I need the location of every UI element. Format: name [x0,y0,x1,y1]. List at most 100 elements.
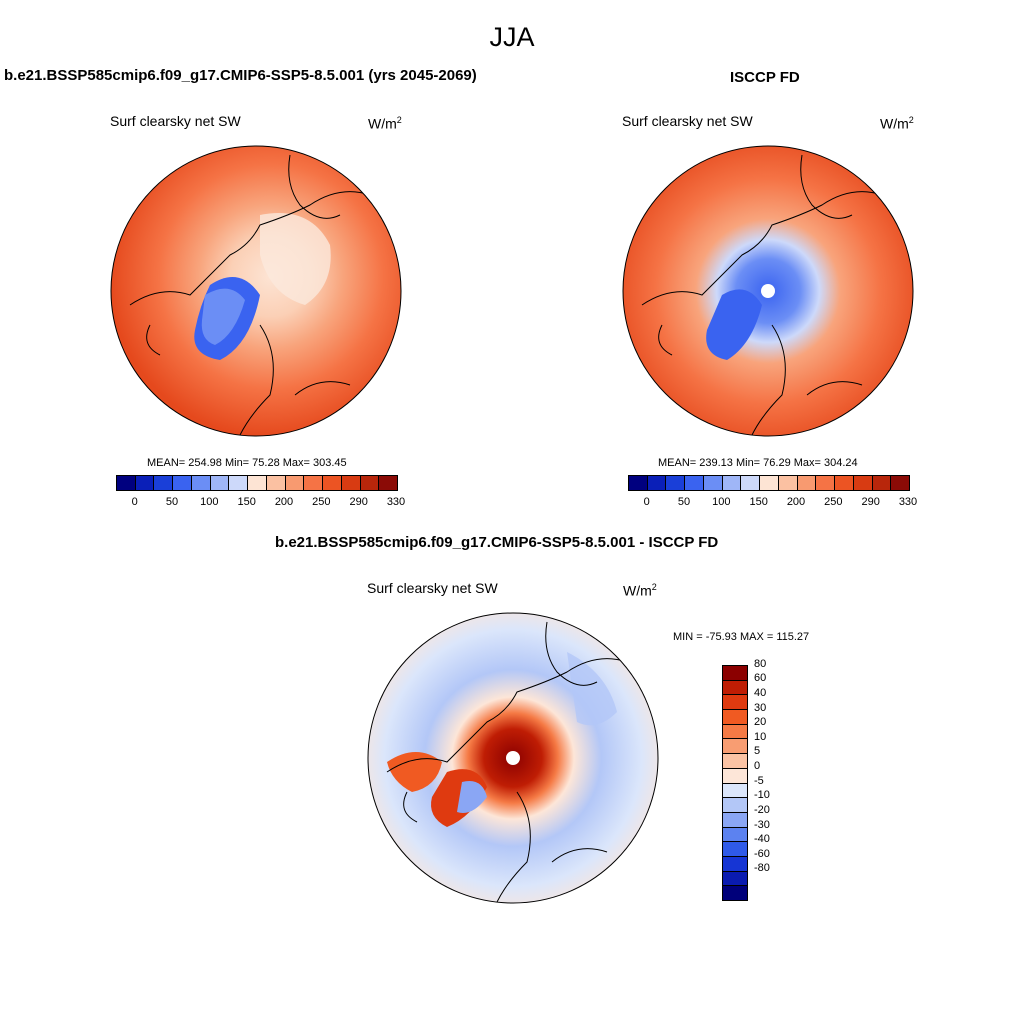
colorbar-swatch [778,476,798,490]
colorbar-tick-label: 150 [237,496,256,508]
colorbar-swatch [703,476,723,490]
colorbar-swatch [723,842,747,857]
diff-panel-title: b.e21.BSSP585cmip6.f09_g17.CMIP6-SSP5-8.… [275,534,719,551]
colorbar-swatch [853,476,873,490]
colorbar-tick-label: 40 [754,686,767,699]
colorbar-swatch [723,886,747,900]
colorbar-swatch [248,476,267,490]
pole-hole [761,284,775,298]
colorbar-swatch [323,476,342,490]
colorbar-swatch [723,783,747,799]
colorbar-tick-label: 0 [131,496,138,508]
colorbar-tick-label: 50 [677,496,691,508]
colorbar-tick-label: 200 [274,496,294,508]
diff-units-label: W/m2 [623,582,657,599]
colorbar-swatch [629,476,648,490]
colorbar-tick-label: 290 [861,496,880,508]
model-stats: MEAN= 254.98 Min= 75.28 Max= 303.45 [147,457,347,469]
colorbar-swatch [135,476,155,490]
colorbar-tick-label: 10 [754,730,767,743]
colorbar-tick-label: 100 [200,496,219,508]
obs-variable-label: Surf clearsky net SW [622,113,753,129]
colorbar-tick-label: -10 [754,789,770,802]
colorbar-swatch [117,476,136,490]
colorbar-tick-label: -20 [754,803,770,816]
colorbar-swatch [723,798,747,813]
colorbar-tick-label: 30 [754,701,767,714]
colorbar-swatch [797,476,817,490]
colorbar-swatch [891,476,910,490]
colorbar-tick-label: -30 [754,818,770,831]
colorbar-swatch [723,739,747,755]
colorbar-swatch [360,476,380,490]
colorbar-swatch [723,871,747,887]
colorbar-swatch [266,476,286,490]
colorbar-swatch [816,476,836,490]
colorbar-swatch [647,476,667,490]
colorbar-swatch [722,476,742,490]
colorbar-swatch [723,827,747,843]
model-colorbar [116,475,398,491]
model-panel-title: b.e21.BSSP585cmip6.f09_g17.CMIP6-SSP5-8.… [4,67,477,84]
colorbar-swatch [723,724,747,740]
model-variable-label: Surf clearsky net SW [110,113,241,129]
obs-polar-map [622,145,914,437]
colorbar-swatch [379,476,398,490]
colorbar-tick-label: -5 [754,774,764,787]
colorbar-tick-label: 100 [712,496,731,508]
diff-polar-map [367,612,659,904]
colorbar-tick-label: 0 [643,496,650,508]
greenland-region [706,289,762,360]
colorbar-tick-label: 330 [898,496,918,508]
colorbar-swatch [341,476,361,490]
model-coastlines [129,154,371,436]
colorbar-swatch [666,476,686,490]
colorbar-swatch [685,476,704,490]
colorbar-swatch [835,476,854,490]
colorbar-tick-label: 330 [386,496,406,508]
colorbar-tick-label: 80 [754,657,767,670]
colorbar-swatch [723,768,747,784]
colorbar-swatch [741,476,761,490]
colorbar-swatch [872,476,892,490]
colorbar-swatch [723,856,747,872]
colorbar-swatch [723,666,747,681]
colorbar-tick-label: 290 [349,496,368,508]
colorbar-tick-label: 150 [749,496,768,508]
obs-units-label: W/m2 [880,115,914,132]
obs-panel-title: ISCCP FD [730,69,800,86]
colorbar-tick-label: 0 [754,760,761,772]
colorbar-swatch [723,680,747,696]
colorbar-swatch [304,476,324,490]
colorbar-swatch [229,476,249,490]
colorbar-swatch [723,812,747,828]
model-polar-map [110,145,402,437]
diff-stats: MIN = -75.93 MAX = 115.27 [673,631,810,643]
colorbar-swatch [285,476,305,490]
colorbar-tick-label: 20 [754,716,767,729]
colorbar-swatch [154,476,174,490]
colorbar-swatch [173,476,192,490]
colorbar-swatch [191,476,211,490]
diff-variable-label: Surf clearsky net SW [367,580,498,596]
model-units-label: W/m2 [368,115,402,132]
colorbar-swatch [760,476,779,490]
colorbar-tick-label: 60 [754,672,767,685]
figure-title: JJA [489,22,535,52]
diff-colorbar [722,665,748,901]
colorbar-tick-label: -80 [754,862,770,875]
colorbar-swatch [723,710,747,725]
colorbar-swatch [723,754,747,769]
diff-coastlines [386,621,628,903]
colorbar-swatch [210,476,230,490]
colorbar-swatch [723,695,747,711]
colorbar-tick-label: 200 [786,496,806,508]
colorbar-tick-label: -60 [754,847,770,860]
colorbar-tick-label: 250 [824,496,843,508]
obs-colorbar [628,475,910,491]
colorbar-tick-label: 250 [312,496,331,508]
colorbar-tick-label: 50 [165,496,179,508]
pole-hole [506,751,520,765]
obs-stats: MEAN= 239.13 Min= 76.29 Max= 304.24 [658,457,858,469]
colorbar-tick-label: 5 [754,745,761,758]
